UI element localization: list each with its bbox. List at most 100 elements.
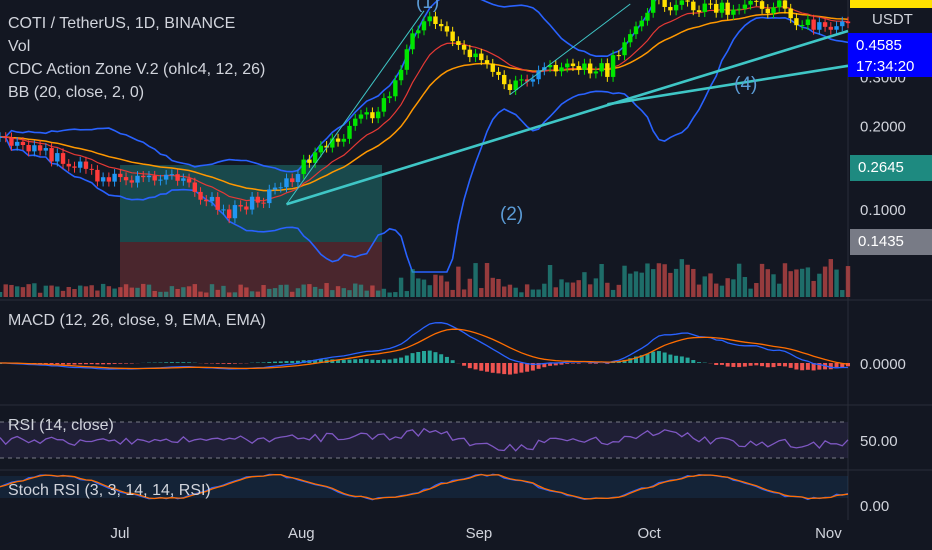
candle-body bbox=[719, 2, 725, 13]
candle-body bbox=[66, 163, 71, 167]
volume-bar bbox=[599, 264, 604, 297]
cdc-slow-ema bbox=[0, 11, 849, 192]
candle-body bbox=[691, 1, 696, 11]
volume-bar bbox=[341, 288, 346, 297]
time-axis-label: Oct bbox=[637, 525, 661, 542]
candle-body bbox=[410, 33, 415, 50]
indicator-volume[interactable]: Vol bbox=[8, 38, 31, 55]
volume-bar bbox=[691, 268, 696, 297]
volume-bar bbox=[9, 284, 14, 297]
volume-bar bbox=[605, 282, 610, 297]
candle-body bbox=[702, 3, 707, 13]
volume-bar bbox=[335, 286, 341, 297]
volume-bar bbox=[616, 284, 622, 297]
candle-body bbox=[37, 145, 43, 151]
candle-body bbox=[645, 12, 650, 21]
volume-bar bbox=[714, 283, 719, 297]
indicator-cdc[interactable]: CDC Action Zone V.2 (ohlc4, 12, 26) bbox=[8, 61, 266, 78]
last-price-badge: 0.4585 17:34:20 bbox=[848, 33, 932, 77]
macd-histogram-bar bbox=[227, 363, 232, 364]
volume-bar bbox=[582, 272, 587, 297]
candle-body bbox=[358, 114, 364, 119]
candle-body bbox=[198, 191, 203, 200]
macd-histogram-bar bbox=[748, 363, 753, 366]
volume-bar bbox=[490, 277, 495, 297]
candle-body bbox=[708, 3, 713, 5]
candle-body bbox=[754, 0, 759, 2]
candle-body bbox=[547, 64, 553, 68]
macd-histogram-bar bbox=[267, 361, 272, 363]
macd-histogram-bar bbox=[232, 363, 237, 364]
indicator-bb[interactable]: BB (20, close, 2, 0) bbox=[8, 84, 145, 101]
rsi-title[interactable]: RSI (14, close) bbox=[8, 417, 114, 434]
legend-panel: COTI / TetherUS, 1D, BINANCE Vol CDC Act… bbox=[8, 12, 265, 104]
candle-body bbox=[811, 19, 816, 30]
volume-bar bbox=[593, 278, 599, 297]
macd-histogram-bar bbox=[593, 363, 598, 364]
macd-histogram-bar bbox=[645, 353, 650, 363]
candle-body bbox=[163, 174, 169, 180]
candle-body bbox=[685, 0, 690, 2]
candle-body bbox=[381, 98, 387, 112]
candle-body bbox=[507, 84, 513, 91]
volume-bar bbox=[639, 272, 644, 297]
volume-bar bbox=[358, 284, 364, 297]
volume-bar bbox=[158, 291, 163, 297]
volume-bar bbox=[387, 292, 392, 297]
candle-body bbox=[347, 125, 352, 139]
candle-body bbox=[192, 182, 198, 192]
volume-bar bbox=[530, 289, 536, 297]
price-tick-label: 0.1000 bbox=[860, 202, 906, 219]
volume-bar bbox=[736, 263, 742, 297]
symbol-title[interactable]: COTI / TetherUS, 1D, BINANCE bbox=[8, 15, 236, 32]
candle-body bbox=[731, 9, 736, 15]
candle-body bbox=[330, 138, 335, 148]
volume-bar bbox=[456, 266, 461, 297]
volume-bar bbox=[393, 292, 398, 297]
candle-body bbox=[112, 173, 117, 182]
volume-bar bbox=[416, 278, 421, 297]
stoch-d-line bbox=[0, 473, 849, 500]
level-badge-gray: 0.1435 bbox=[850, 229, 932, 255]
candle-body bbox=[226, 209, 232, 219]
candle-body bbox=[404, 49, 410, 70]
macd-histogram-bar bbox=[341, 359, 346, 363]
candle-body bbox=[232, 205, 238, 219]
macd-histogram-bar bbox=[828, 363, 833, 370]
candle-body bbox=[828, 26, 834, 30]
volume-bar bbox=[742, 277, 748, 297]
macd-histogram-bar bbox=[513, 363, 518, 374]
macd-histogram-bar bbox=[548, 363, 553, 366]
stoch-title[interactable]: Stoch RSI (3, 3, 14, 14, RSI) bbox=[8, 482, 211, 499]
candle-body bbox=[95, 169, 100, 182]
volume-bar bbox=[0, 291, 3, 297]
volume-bar bbox=[89, 285, 94, 297]
candle-body bbox=[679, 0, 685, 5]
volume-bar bbox=[49, 285, 54, 297]
volume-bar bbox=[576, 280, 581, 297]
candle-body bbox=[364, 112, 369, 115]
macd-title[interactable]: MACD (12, 26, close, 9, EMA, EMA) bbox=[8, 312, 266, 329]
candle-body bbox=[83, 161, 89, 169]
candle-body bbox=[536, 70, 541, 80]
candle-body bbox=[290, 178, 295, 183]
candle-body bbox=[530, 79, 536, 82]
candle-body bbox=[14, 141, 20, 146]
wave-label-1: (1) bbox=[416, 0, 439, 13]
macd-histogram-bar bbox=[530, 363, 535, 371]
candle-body bbox=[845, 21, 851, 24]
candle-body bbox=[123, 177, 129, 181]
candle-body bbox=[215, 196, 220, 210]
candle-body bbox=[312, 152, 318, 163]
macd-histogram-bar bbox=[462, 363, 467, 366]
macd-histogram-bar bbox=[399, 357, 404, 363]
macd-histogram-bar bbox=[559, 363, 564, 365]
macd-histogram-bar bbox=[490, 363, 495, 373]
macd-histogram-bar bbox=[479, 363, 484, 371]
rsi-tick-label: 50.00 bbox=[860, 433, 898, 450]
volume-bar bbox=[295, 288, 301, 297]
volume-bar bbox=[284, 284, 289, 297]
volume-bar bbox=[261, 285, 266, 297]
volume-bar bbox=[398, 277, 404, 297]
